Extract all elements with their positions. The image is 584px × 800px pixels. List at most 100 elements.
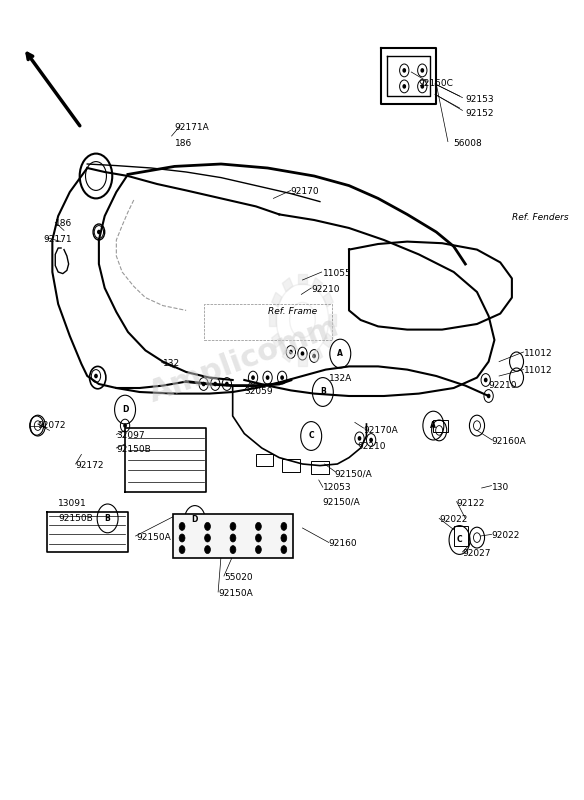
Circle shape: [488, 394, 490, 398]
Circle shape: [256, 522, 261, 530]
Circle shape: [256, 534, 261, 542]
Circle shape: [281, 546, 287, 554]
Bar: [454, 526, 468, 546]
Text: 55020: 55020: [224, 573, 252, 582]
Polygon shape: [283, 278, 293, 292]
Text: 92150B: 92150B: [116, 445, 151, 454]
Text: 92160: 92160: [329, 539, 357, 549]
Text: 186: 186: [55, 219, 72, 229]
Circle shape: [204, 546, 210, 554]
Polygon shape: [272, 292, 282, 307]
Text: 132A: 132A: [329, 374, 352, 383]
Circle shape: [281, 534, 287, 542]
Text: 130: 130: [492, 483, 509, 493]
Circle shape: [95, 374, 97, 378]
Bar: [433, 420, 448, 432]
Circle shape: [179, 534, 185, 542]
Polygon shape: [323, 292, 333, 307]
Text: Ref. Fenders: Ref. Fenders: [512, 213, 568, 222]
Text: D: D: [122, 405, 128, 414]
Text: 92153: 92153: [465, 95, 494, 105]
Circle shape: [252, 376, 254, 379]
Text: 13091: 13091: [58, 499, 87, 509]
Text: Ref. Frame: Ref. Frame: [267, 307, 317, 317]
Text: 92160A: 92160A: [492, 437, 526, 446]
Circle shape: [370, 438, 372, 442]
Circle shape: [124, 424, 126, 427]
Bar: [282, 459, 300, 472]
Circle shape: [230, 546, 236, 554]
Text: C: C: [308, 431, 314, 441]
Text: 12053: 12053: [323, 483, 352, 493]
Circle shape: [179, 522, 185, 530]
Text: 56008: 56008: [454, 139, 482, 149]
Circle shape: [203, 382, 205, 386]
Text: 11055: 11055: [323, 269, 352, 278]
Circle shape: [301, 352, 304, 355]
Text: 92022: 92022: [439, 515, 468, 525]
Bar: [173, 514, 293, 558]
Polygon shape: [323, 333, 333, 348]
Circle shape: [230, 522, 236, 530]
Text: 92210: 92210: [489, 381, 517, 390]
Text: B: B: [105, 514, 110, 523]
Circle shape: [421, 69, 423, 72]
Text: 92150B: 92150B: [58, 514, 93, 523]
Text: 92171A: 92171A: [175, 123, 209, 133]
Text: 186: 186: [175, 139, 192, 149]
Text: 92170A: 92170A: [364, 426, 398, 435]
Text: B: B: [320, 387, 326, 397]
Circle shape: [359, 437, 361, 440]
Text: 92022: 92022: [492, 531, 520, 541]
Text: D: D: [192, 515, 198, 525]
Text: Amplicomm: Amplicomm: [145, 312, 343, 408]
Polygon shape: [298, 356, 307, 366]
Circle shape: [403, 85, 405, 88]
Circle shape: [204, 534, 210, 542]
Text: 92150C: 92150C: [419, 79, 454, 89]
Circle shape: [98, 230, 100, 234]
Text: 32059: 32059: [244, 387, 273, 397]
Circle shape: [179, 546, 185, 554]
Circle shape: [281, 522, 287, 530]
Text: 92172: 92172: [75, 461, 104, 470]
Text: 92210: 92210: [311, 285, 340, 294]
Text: A: A: [430, 421, 436, 430]
Text: 92150A: 92150A: [137, 533, 172, 542]
Circle shape: [256, 546, 261, 554]
Text: 92072: 92072: [38, 421, 67, 430]
Circle shape: [485, 378, 487, 382]
Text: 92152: 92152: [465, 109, 494, 118]
Circle shape: [313, 354, 315, 358]
Circle shape: [403, 69, 405, 72]
Circle shape: [266, 376, 269, 379]
Circle shape: [281, 376, 283, 379]
Text: 92150/A: 92150/A: [323, 497, 360, 506]
Polygon shape: [269, 314, 276, 326]
Text: 11012: 11012: [523, 349, 552, 358]
Text: 92150A: 92150A: [218, 589, 253, 598]
Bar: [204, 304, 332, 340]
Text: 92171: 92171: [44, 235, 72, 245]
Circle shape: [214, 382, 217, 386]
Text: 92210: 92210: [358, 442, 386, 451]
Text: 132: 132: [163, 359, 180, 369]
Text: 92150/A: 92150/A: [335, 469, 372, 478]
Text: 92170: 92170: [291, 187, 319, 197]
Text: 11012: 11012: [523, 366, 552, 375]
Polygon shape: [283, 348, 293, 362]
Polygon shape: [329, 314, 336, 326]
Polygon shape: [298, 274, 307, 284]
Circle shape: [204, 522, 210, 530]
Bar: [256, 454, 273, 466]
Text: 92122: 92122: [457, 499, 485, 509]
Polygon shape: [272, 333, 282, 348]
Polygon shape: [312, 278, 322, 292]
Text: 32097: 32097: [116, 431, 145, 441]
Circle shape: [230, 534, 236, 542]
Text: C: C: [457, 535, 463, 545]
Circle shape: [421, 85, 423, 88]
Bar: [311, 461, 329, 474]
Polygon shape: [312, 348, 322, 362]
Circle shape: [290, 350, 292, 354]
